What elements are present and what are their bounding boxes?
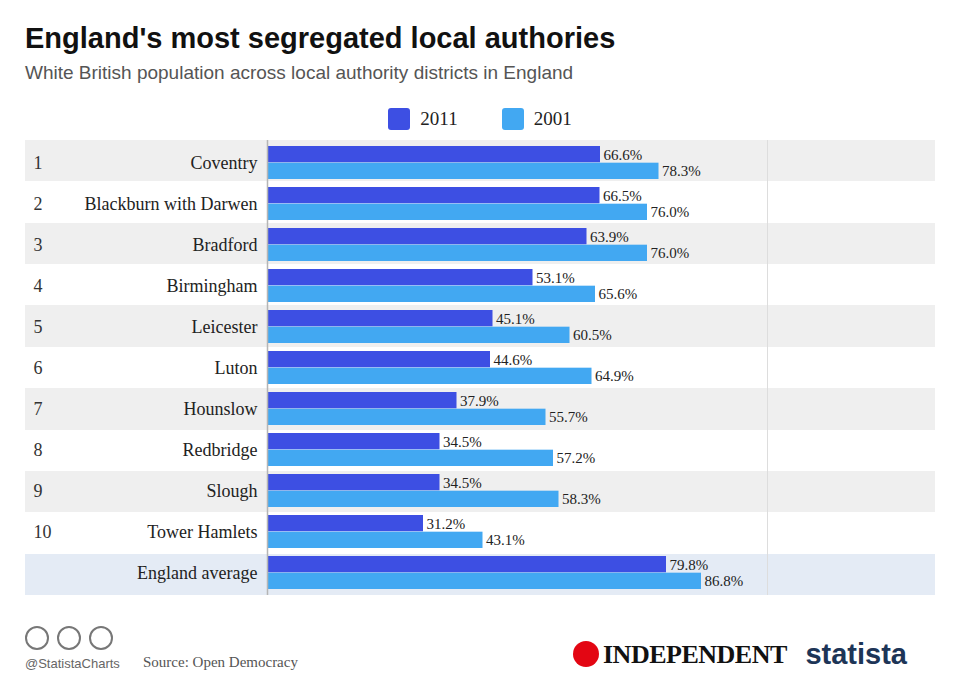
svg-text:60.5%: 60.5% xyxy=(573,327,612,343)
html-text:2001: 2001 xyxy=(533,108,572,129)
svg-text:10: 10 xyxy=(34,522,52,542)
svg-text:63.9%: 63.9% xyxy=(590,229,629,245)
html-text:White British population acros: White British population across local au… xyxy=(25,62,574,83)
html-text:statista: statista xyxy=(805,638,907,670)
html-text:@StatistaCharts: @StatistaCharts xyxy=(25,656,120,671)
svg-text:Blackburn with Darwen: Blackburn with Darwen xyxy=(85,194,258,214)
svg-text:34.5%: 34.5% xyxy=(443,475,482,491)
svg-text:Birmingham: Birmingham xyxy=(167,276,258,296)
svg-text:9: 9 xyxy=(34,481,43,501)
svg-text:45.1%: 45.1% xyxy=(496,311,535,327)
html-text:2011: 2011 xyxy=(420,108,458,129)
svg-text:8: 8 xyxy=(34,440,43,460)
svg-text:79.8%: 79.8% xyxy=(670,557,709,573)
svg-text:31.2%: 31.2% xyxy=(427,516,466,532)
html-text:INDEPENDENT: INDEPENDENT xyxy=(603,640,787,669)
svg-text:58.3%: 58.3% xyxy=(562,491,601,507)
svg-text:Bradford: Bradford xyxy=(193,235,258,255)
svg-text:34.5%: 34.5% xyxy=(443,434,482,450)
svg-text:76.0%: 76.0% xyxy=(651,204,690,220)
svg-text:55.7%: 55.7% xyxy=(549,409,588,425)
html-text:Source: Open Democracy: Source: Open Democracy xyxy=(143,654,298,670)
svg-text:Leicester: Leicester xyxy=(192,317,258,337)
svg-text:65.6%: 65.6% xyxy=(599,286,638,302)
svg-text:5: 5 xyxy=(34,317,43,337)
svg-text:53.1%: 53.1% xyxy=(536,270,575,286)
svg-text:Slough: Slough xyxy=(206,481,257,501)
svg-text:66.6%: 66.6% xyxy=(604,147,643,163)
svg-text:2: 2 xyxy=(34,194,43,214)
html-text:England's most segregated loca: England's most segregated local authorie… xyxy=(25,22,616,54)
svg-text:43.1%: 43.1% xyxy=(486,532,525,548)
svg-text:64.9%: 64.9% xyxy=(595,368,634,384)
svg-text:Hounslow: Hounslow xyxy=(183,399,257,419)
svg-text:Tower Hamlets: Tower Hamlets xyxy=(147,522,257,542)
svg-text:Luton: Luton xyxy=(215,358,258,378)
svg-text:1: 1 xyxy=(34,153,43,173)
svg-text:7: 7 xyxy=(34,399,43,419)
svg-text:Coventry: Coventry xyxy=(191,153,258,173)
svg-text:3: 3 xyxy=(34,235,43,255)
svg-text:57.2%: 57.2% xyxy=(557,450,596,466)
svg-text:England average: England average xyxy=(137,563,257,583)
svg-text:76.0%: 76.0% xyxy=(651,245,690,261)
svg-text:66.5%: 66.5% xyxy=(603,188,642,204)
svg-text:44.6%: 44.6% xyxy=(494,352,533,368)
svg-text:37.9%: 37.9% xyxy=(460,393,499,409)
svg-text:78.3%: 78.3% xyxy=(662,163,701,179)
svg-text:Redbridge: Redbridge xyxy=(183,440,258,460)
svg-text:86.8%: 86.8% xyxy=(705,573,744,589)
svg-text:6: 6 xyxy=(34,358,43,378)
svg-text:4: 4 xyxy=(34,276,43,296)
